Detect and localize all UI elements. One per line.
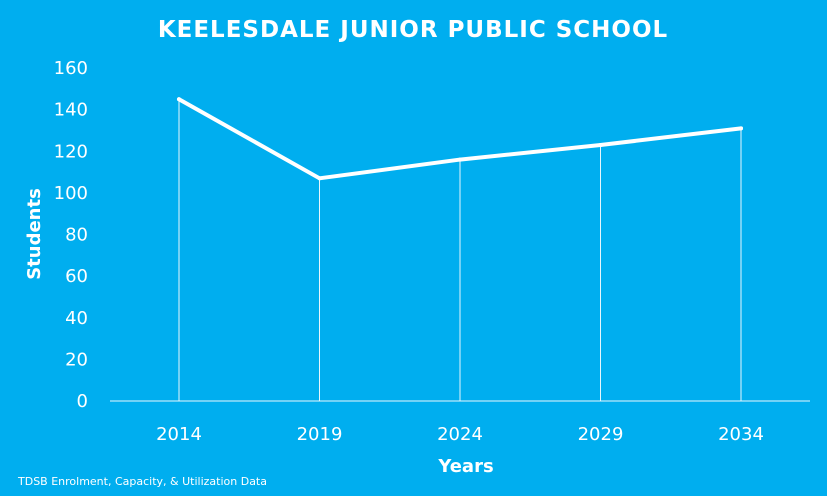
drop-lines: [178, 99, 742, 401]
chart-title: KEELESDALE JUNIOR PUBLIC SCHOOL: [158, 17, 668, 43]
x-axis-tick-labels: 2014 2019 2024 2029 2034: [156, 424, 764, 445]
data-point: [177, 97, 181, 102]
y-tick-label: 160: [54, 58, 88, 79]
y-tick-label: 20: [65, 349, 88, 370]
data-point: [458, 157, 462, 162]
x-tick-label: 2014: [156, 424, 202, 445]
y-tick-label: 40: [65, 308, 88, 329]
y-tick-label: 140: [54, 100, 88, 121]
series-group: [177, 97, 743, 181]
x-tick-label: 2024: [437, 424, 483, 445]
x-tick-label: 2019: [297, 424, 343, 445]
y-tick-label: 120: [54, 141, 88, 162]
x-axis-title: Years: [437, 456, 493, 477]
data-point: [598, 143, 603, 148]
x-tick-label: 2029: [578, 424, 624, 445]
source-note: TDSB Enrolment, Capacity, & Utilization …: [17, 475, 267, 488]
y-tick-label: 80: [65, 225, 88, 246]
y-axis-title: Students: [24, 188, 45, 280]
y-tick-label: 60: [65, 266, 88, 287]
y-tick-label: 100: [54, 183, 88, 204]
y-tick-label: 0: [77, 391, 88, 412]
data-point: [739, 126, 743, 131]
data-point: [317, 176, 322, 181]
x-tick-label: 2034: [718, 424, 764, 445]
y-axis-tick-labels: 0 20 40 60 80 100 120 140 160: [54, 58, 88, 412]
